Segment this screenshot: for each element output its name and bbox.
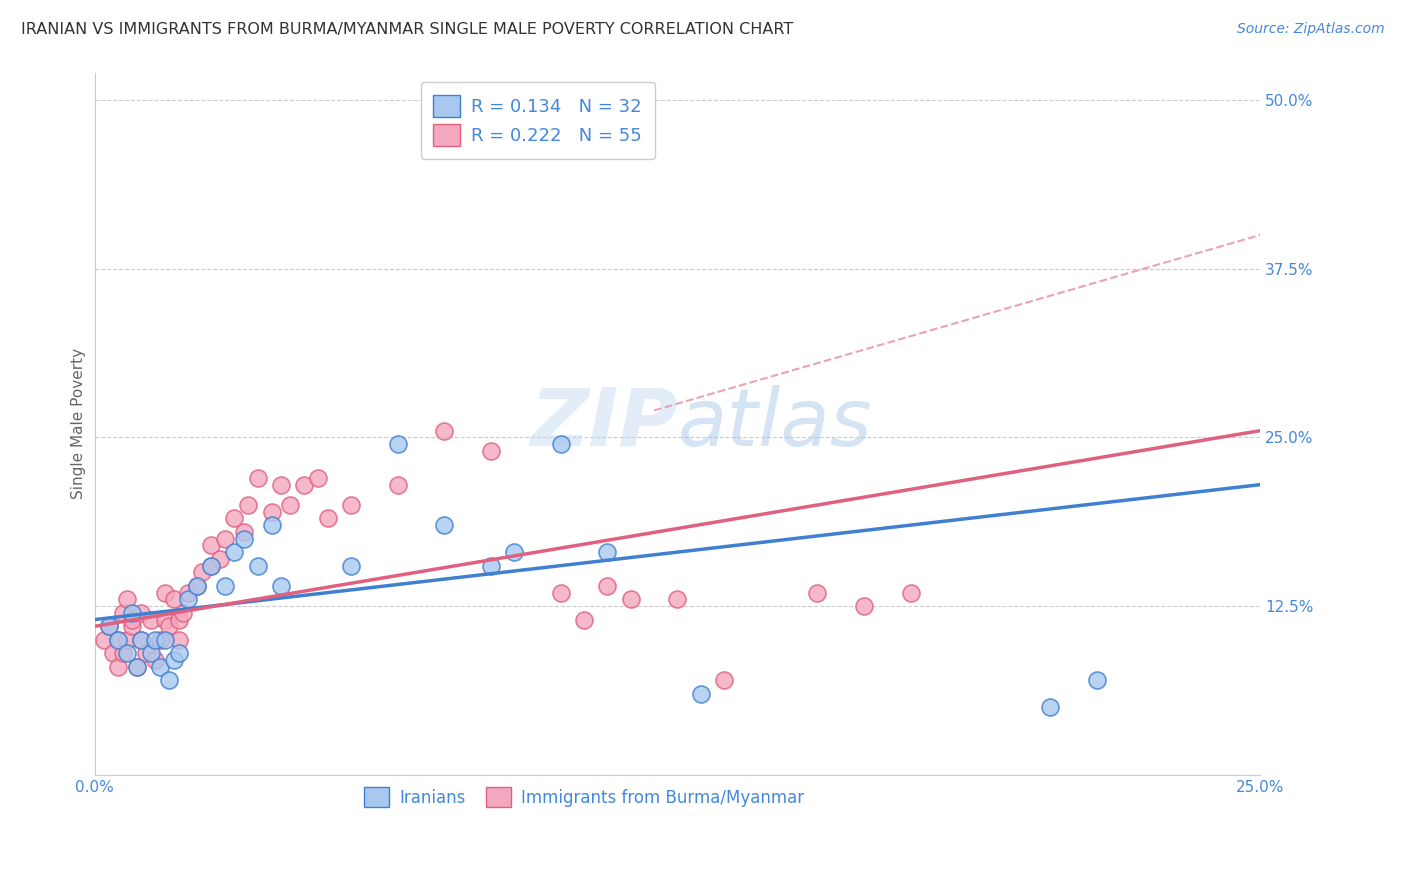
Point bbox=[107, 632, 129, 647]
Point bbox=[572, 613, 595, 627]
Point bbox=[135, 646, 157, 660]
Point bbox=[143, 632, 166, 647]
Point bbox=[149, 660, 172, 674]
Point bbox=[270, 579, 292, 593]
Point bbox=[238, 498, 260, 512]
Text: Source: ZipAtlas.com: Source: ZipAtlas.com bbox=[1237, 22, 1385, 37]
Point bbox=[149, 632, 172, 647]
Point bbox=[433, 424, 456, 438]
Point bbox=[121, 606, 143, 620]
Point bbox=[125, 660, 148, 674]
Point bbox=[280, 498, 302, 512]
Point bbox=[294, 477, 316, 491]
Point bbox=[115, 646, 138, 660]
Point bbox=[433, 518, 456, 533]
Point bbox=[125, 660, 148, 674]
Point bbox=[153, 632, 176, 647]
Point bbox=[93, 632, 115, 647]
Point bbox=[163, 653, 186, 667]
Point bbox=[852, 599, 875, 613]
Text: atlas: atlas bbox=[678, 384, 872, 463]
Point bbox=[214, 532, 236, 546]
Point bbox=[387, 477, 409, 491]
Point bbox=[340, 498, 363, 512]
Point bbox=[107, 660, 129, 674]
Point bbox=[111, 606, 134, 620]
Point bbox=[139, 613, 162, 627]
Point bbox=[316, 511, 339, 525]
Point bbox=[177, 592, 200, 607]
Point bbox=[246, 558, 269, 573]
Point bbox=[167, 646, 190, 660]
Point bbox=[111, 646, 134, 660]
Point bbox=[479, 443, 502, 458]
Point bbox=[157, 619, 180, 633]
Point bbox=[186, 579, 208, 593]
Point bbox=[596, 545, 619, 559]
Point bbox=[153, 585, 176, 599]
Point bbox=[806, 585, 828, 599]
Point bbox=[115, 592, 138, 607]
Point bbox=[139, 646, 162, 660]
Point bbox=[307, 471, 329, 485]
Point bbox=[550, 585, 572, 599]
Point bbox=[232, 532, 254, 546]
Point bbox=[1039, 700, 1062, 714]
Point bbox=[387, 437, 409, 451]
Point bbox=[260, 518, 283, 533]
Point bbox=[107, 632, 129, 647]
Point bbox=[97, 619, 120, 633]
Point bbox=[232, 524, 254, 539]
Text: IRANIAN VS IMMIGRANTS FROM BURMA/MYANMAR SINGLE MALE POVERTY CORRELATION CHART: IRANIAN VS IMMIGRANTS FROM BURMA/MYANMAR… bbox=[21, 22, 793, 37]
Point bbox=[129, 632, 152, 647]
Point bbox=[103, 646, 125, 660]
Point bbox=[340, 558, 363, 573]
Point bbox=[479, 558, 502, 573]
Point bbox=[163, 592, 186, 607]
Point bbox=[550, 437, 572, 451]
Point bbox=[224, 545, 246, 559]
Point bbox=[1085, 673, 1108, 688]
Point bbox=[200, 538, 222, 552]
Point bbox=[177, 585, 200, 599]
Point bbox=[167, 632, 190, 647]
Point bbox=[713, 673, 735, 688]
Point bbox=[689, 687, 711, 701]
Point bbox=[129, 632, 152, 647]
Point bbox=[186, 579, 208, 593]
Point bbox=[270, 477, 292, 491]
Point bbox=[172, 606, 194, 620]
Point bbox=[620, 592, 643, 607]
Point bbox=[157, 673, 180, 688]
Point bbox=[200, 558, 222, 573]
Point bbox=[115, 632, 138, 647]
Point bbox=[666, 592, 689, 607]
Point bbox=[191, 566, 214, 580]
Point bbox=[97, 619, 120, 633]
Text: ZIP: ZIP bbox=[530, 384, 678, 463]
Point bbox=[260, 505, 283, 519]
Point bbox=[246, 471, 269, 485]
Point bbox=[224, 511, 246, 525]
Point bbox=[153, 613, 176, 627]
Point bbox=[209, 552, 232, 566]
Point bbox=[900, 585, 922, 599]
Point bbox=[200, 558, 222, 573]
Legend: Iranians, Immigrants from Burma/Myanmar: Iranians, Immigrants from Burma/Myanmar bbox=[356, 779, 813, 815]
Point bbox=[214, 579, 236, 593]
Y-axis label: Single Male Poverty: Single Male Poverty bbox=[72, 349, 86, 500]
Point bbox=[143, 653, 166, 667]
Point bbox=[596, 579, 619, 593]
Point bbox=[121, 619, 143, 633]
Point bbox=[167, 613, 190, 627]
Point bbox=[121, 613, 143, 627]
Point bbox=[129, 606, 152, 620]
Point bbox=[503, 545, 526, 559]
